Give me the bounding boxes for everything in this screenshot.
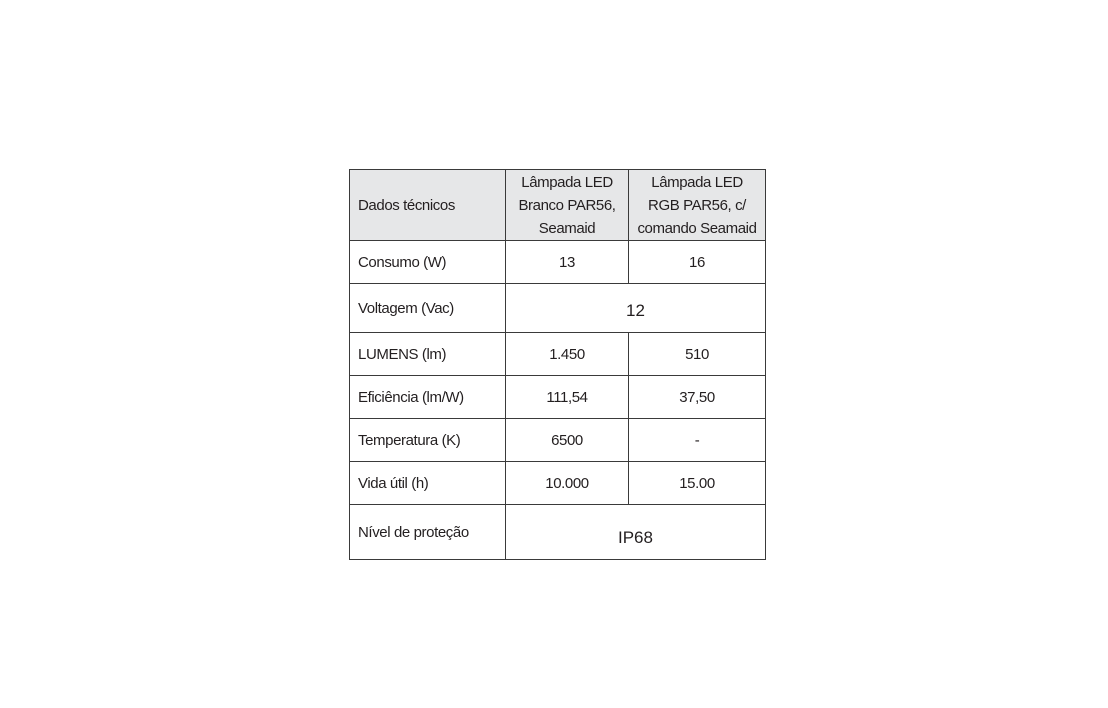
cell-value: 15.00 <box>628 461 766 505</box>
cell-value: 37,50 <box>628 375 766 419</box>
header-led-rgb: Lâmpada LED RGB PAR56, c/ comando Seamai… <box>628 169 766 241</box>
cell-value: 10.000 <box>505 461 629 505</box>
cell-value: 6500 <box>505 418 629 462</box>
row-label: Consumo (W) <box>349 240 506 284</box>
table-row: Consumo (W) 13 16 <box>349 240 766 284</box>
table-row: Vida útil (h) 10.000 15.00 <box>349 461 766 505</box>
cell-value: - <box>628 418 766 462</box>
row-label: Nível de proteção <box>349 504 506 560</box>
row-label: Vida útil (h) <box>349 461 506 505</box>
row-label: Temperatura (K) <box>349 418 506 462</box>
row-label: LUMENS (lm) <box>349 332 506 376</box>
cell-merged-value: IP68 <box>505 504 766 560</box>
header-led-branco: Lâmpada LED Branco PAR56, Seamaid <box>505 169 629 241</box>
table-row: Temperatura (K) 6500 - <box>349 418 766 462</box>
tech-specs-table: Dados técnicos Lâmpada LED Branco PAR56,… <box>349 169 766 560</box>
table-row: Eficiência (lm/W) 111,54 37,50 <box>349 375 766 419</box>
cell-value: 510 <box>628 332 766 376</box>
cell-value: 111,54 <box>505 375 629 419</box>
table-row: Voltagem (Vac) 12 <box>349 283 766 333</box>
cell-value: 13 <box>505 240 629 284</box>
row-label: Voltagem (Vac) <box>349 283 506 333</box>
cell-value: 1.450 <box>505 332 629 376</box>
cell-merged-value: 12 <box>505 283 766 333</box>
header-dados-tecnicos: Dados técnicos <box>349 169 506 241</box>
row-label: Eficiência (lm/W) <box>349 375 506 419</box>
cell-value: 16 <box>628 240 766 284</box>
table-row: LUMENS (lm) 1.450 510 <box>349 332 766 376</box>
table-header-row: Dados técnicos Lâmpada LED Branco PAR56,… <box>349 169 766 241</box>
table-row: Nível de proteção IP68 <box>349 504 766 560</box>
